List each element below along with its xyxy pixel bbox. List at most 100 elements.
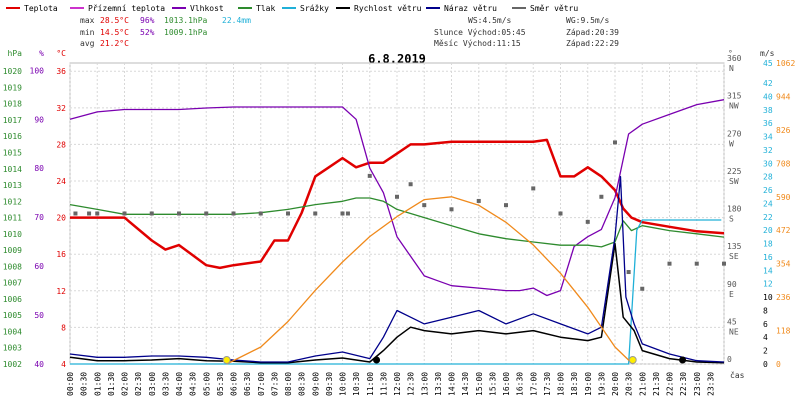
axis-tick-label: 60 [34,262,44,271]
axis-tick-label: 18 [763,240,773,249]
x-tick-label: 08:00 [284,372,293,396]
wind-direction-point [694,261,699,266]
axis-tick-label: 90 [34,115,44,124]
axis-tick-label: W [729,139,734,148]
wind-direction-point [73,211,78,216]
x-tick-label: 07:30 [270,372,279,396]
min-hum: 52% [140,28,155,37]
axis-tick-label: 944 [776,92,791,101]
x-tick-label: 22:00 [666,372,675,396]
axis-tick-label: SE [729,252,739,261]
axis-tick-label: 45 [727,317,737,326]
axis-tick-label: 8 [61,323,66,332]
series-line [69,242,725,364]
axis-tick-label: N [729,64,734,73]
axis-tick-label: 36 [56,67,66,76]
axis-tick-label: 34 [763,133,773,142]
x-tick-label: 16:30 [516,372,525,396]
axis-tick-label: 14 [763,266,773,275]
wind-direction-point [476,198,481,203]
axis-tick-label: 1062 [776,59,795,68]
axis-unit-label: °C [56,49,66,58]
max-label: max [80,16,95,25]
axis-tick-label: 354 [776,260,791,269]
axis-tick-label: 1009 [3,246,22,255]
axis-tick-label: 118 [776,327,791,336]
axis-tick-label: 32 [763,146,773,155]
sunrise: Slunce Východ:05:45 [434,28,526,37]
moonset: Západ:22:29 [566,39,619,48]
axis-tick-label: 225 [727,167,742,176]
x-tick-label: 16:00 [502,372,511,396]
axis-tick-label: 26 [763,186,773,195]
x-tick-label: 21:00 [638,372,647,396]
wind-direction-point [504,203,508,208]
axis-tick-label: 12 [763,280,773,289]
x-tick-label: 04:00 [175,372,184,396]
axis-tick-label: 472 [776,226,791,235]
axis-tick-label: 1003 [3,344,22,353]
x-tick-label: 06:30 [243,372,252,396]
x-tick-label: 05:30 [216,372,225,396]
wind-direction-point [613,140,617,145]
axis-tick-label: 0 [727,355,732,364]
axis-tick-label: E [729,290,734,299]
wind-direction-point [449,207,454,212]
axis-tick-label: 28 [763,173,773,182]
axis-tick-label: 1013 [3,181,22,190]
x-tick-label: 15:30 [488,372,497,396]
wind-direction-point [531,186,536,191]
plot-area [69,99,726,365]
x-tick-label: 18:00 [557,372,566,396]
axis-tick-label: 90 [727,280,737,289]
axis-tick-label: 100 [30,66,45,75]
wind-direction-point [667,261,672,266]
wind-direction-point [149,211,154,216]
x-tick-label: 19:00 [584,372,593,396]
x-tick-label: 17:30 [543,372,552,396]
min-temp: 14.5°C [100,28,129,37]
axis-tick-label: 16 [56,250,66,259]
wind-speed-max: WS:4.5m/s [468,16,512,25]
x-tick-label: 06:00 [230,372,239,396]
x-tick-label: 12:00 [393,372,402,396]
axis-tick-label: 1008 [3,262,22,271]
max-temp: 28.5°C [100,16,129,25]
wind-direction-point [286,211,290,216]
x-tick-label: 00:00 [66,372,75,396]
wind-direction-point [95,211,100,216]
axes: hPa1002100310041005100610071008100910101… [3,49,796,396]
x-tick-label: 13:30 [434,372,443,396]
axis-tick-label: 22 [763,213,773,222]
x-tick-label: 15:00 [475,372,484,396]
x-tick-label: 14:30 [461,372,470,396]
wind-direction-point [340,211,345,216]
axis-tick-label: 1006 [3,295,22,304]
wind-direction-point [122,211,127,216]
axis-tick-label: 42 [763,79,773,88]
moonset-marker [679,356,687,364]
axis-tick-label: 12 [56,287,66,296]
legend: Teplota Přízemní teplota Vlhkost Tlak Srážky… [6,4,578,13]
axis-tick-label: 10 [763,293,773,302]
legend-label: Tlak [256,4,275,13]
x-tick-label: 14:00 [448,372,457,396]
x-tick-label: 07:00 [257,372,266,396]
axis-tick-label: 1005 [3,311,22,320]
axis-tick-label: 20 [56,214,66,223]
wind-direction-point [408,182,413,187]
sunset: Západ:20:39 [566,28,619,37]
avg-label: avg [80,39,95,48]
axis-tick-label: 1017 [3,116,22,125]
x-tick-label: 22:30 [679,372,688,396]
axis-tick-label: 24 [763,199,773,208]
x-tick-label: 00:30 [80,372,89,396]
wind-direction-point [395,194,399,199]
series-line [69,197,725,248]
avg-temp: 21.2°C [100,39,129,48]
sunset-marker [628,356,637,364]
axis-tick-label: 590 [776,193,791,202]
series-line [70,219,722,365]
axis-tick-label: 826 [776,126,791,135]
series-line [70,138,725,270]
